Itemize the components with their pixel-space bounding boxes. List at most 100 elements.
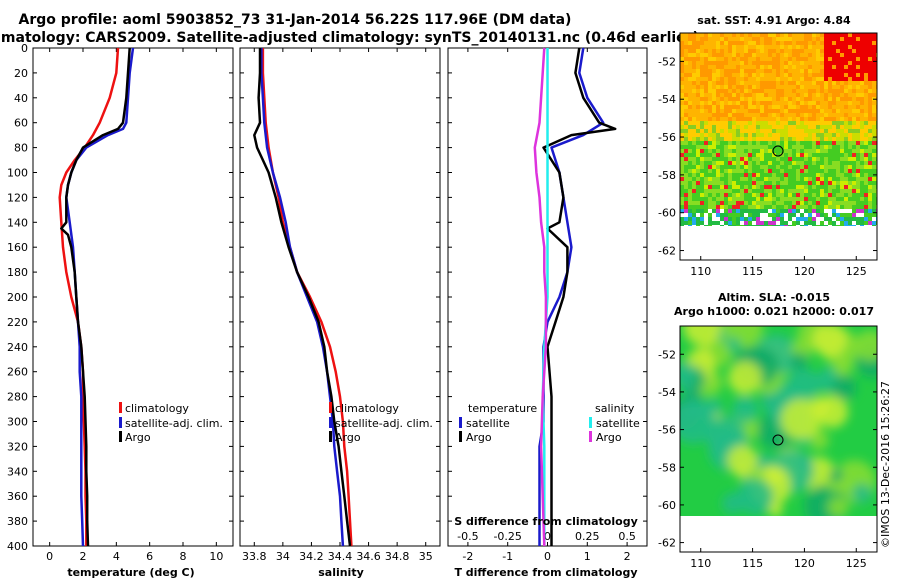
depth-tick-label: 0	[21, 42, 28, 55]
depth-tick-label: 360	[7, 490, 28, 503]
legend-swatch-t-argo	[459, 431, 462, 442]
legend-label-s-satellite: satellite	[596, 417, 640, 430]
sst-map-axes: 110 115 120 125 -52 -54 -56 -58 -60 -62	[658, 55, 877, 278]
temperature-panel-frame	[32, 47, 234, 547]
map-y-tick-label: -60	[658, 207, 676, 220]
legend-label-t-argo: Argo	[466, 431, 492, 444]
difference-legend-temperature: temperature satellite Argo	[459, 402, 537, 444]
series-line-climatology	[58, 47, 120, 546]
x-tick-label: 0	[544, 550, 551, 563]
map-x-tick-label: 125	[846, 557, 867, 570]
x-tick-label: 1	[584, 550, 591, 563]
sst-map-image	[680, 33, 877, 260]
map-y-tick-label: -60	[658, 499, 676, 512]
depth-tick-label: 320	[7, 440, 28, 453]
x-tick-label: 2	[624, 550, 631, 563]
series-line-satellite-adj-clim-	[260, 48, 345, 547]
legend-label-climatology: climatology	[335, 402, 399, 415]
imos-credit: ©IMOS 13-Dec-2016 15:26:27	[879, 381, 892, 548]
x-tick-label: 35	[419, 550, 433, 563]
salinity-xlabel: salinity	[318, 566, 364, 579]
temperature-xlabel: temperature (deg C)	[67, 566, 194, 579]
map-x-tick-label: 125	[846, 265, 867, 278]
x-tick-label: 10	[209, 550, 223, 563]
depth-tick-label: 380	[7, 515, 28, 528]
series-line-s-satellite	[541, 48, 549, 546]
x-tick-label: 0	[46, 550, 53, 563]
depth-tick-label: 60	[14, 117, 28, 130]
s-top-tick-label: -0.25	[493, 530, 521, 543]
series-line-satellite-adj-clim-	[65, 47, 135, 547]
depth-tick-label: 100	[7, 167, 28, 180]
map-x-tick-label: 120	[794, 265, 815, 278]
depth-tick-label: 120	[7, 191, 28, 204]
map-y-tick-label: -62	[658, 537, 676, 550]
legend-swatch-climatology	[329, 402, 332, 413]
map-y-tick-label: -52	[658, 348, 676, 361]
x-tick-label: 34.2	[299, 550, 324, 563]
s-difference-axis-label: S difference from climatology	[454, 515, 638, 528]
map-y-tick-label: -54	[658, 386, 676, 399]
argo-position-marker	[772, 434, 784, 446]
map-y-tick-label: -62	[658, 245, 676, 258]
depth-tick-label: 220	[7, 316, 28, 329]
series-line-argo	[60, 47, 131, 547]
figure-title-line2: Climatology: CARS2009. Satellite-adjuste…	[0, 30, 699, 46]
s-top-tick-label: -0.5	[457, 530, 478, 543]
map-x-tick-label: 110	[690, 265, 711, 278]
sla-map-frame	[679, 325, 878, 553]
x-tick-label: 4	[113, 550, 120, 563]
legend-label-t-satellite: satellite	[466, 417, 510, 430]
temperature-legend: climatology satellite-adj. clim. Argo	[119, 402, 223, 444]
map-y-tick-label: -52	[658, 55, 676, 68]
map-y-tick-label: -54	[658, 93, 676, 106]
legend-label-argo: Argo	[335, 431, 361, 444]
legend-swatch-climatology	[119, 402, 122, 413]
legend-label-climatology: climatology	[125, 402, 189, 415]
depth-tick-label: 80	[14, 142, 28, 155]
map-x-tick-label: 120	[794, 557, 815, 570]
sst-map-frame	[679, 32, 878, 261]
map-y-tick-label: -58	[658, 461, 676, 474]
x-tick-label: 34.4	[328, 550, 353, 563]
map-x-tick-label: 115	[742, 557, 763, 570]
sla-map-axes: 110 115 120 125 -52 -54 -56 -58 -60 -62	[658, 348, 877, 570]
temperature-panel-plot: 0 2 4 6 8 10	[46, 47, 223, 563]
series-line-t-argo	[542, 47, 617, 546]
sla-map-image	[680, 326, 877, 552]
s-top-tick-label: 0.5	[618, 530, 636, 543]
x-tick-label: 2	[80, 550, 87, 563]
legend-label-s-argo: Argo	[596, 431, 622, 444]
salinity-legend: climatology satellite-adj. clim. Argo	[329, 402, 433, 444]
x-tick-label: 34	[276, 550, 290, 563]
figure-title-line1: Argo profile: aoml 5903852_73 31-Jan-201…	[19, 12, 572, 28]
depth-tick-label: 280	[7, 391, 28, 404]
salinity-panel-frame	[239, 47, 441, 547]
map-x-tick-label: 110	[690, 557, 711, 570]
s-top-tick-label: 0	[544, 530, 551, 543]
sst-map-title: sat. SST: 4.91 Argo: 4.84	[697, 14, 851, 27]
x-tick-label: 34.6	[356, 550, 381, 563]
series-line-climatology	[261, 48, 353, 547]
depth-tick-label: 40	[14, 92, 28, 105]
difference-xlabel: T difference from climatology	[454, 566, 637, 579]
depth-tick-label: 200	[7, 291, 28, 304]
map-y-tick-label: -56	[658, 131, 676, 144]
legend-swatch-argo	[119, 431, 122, 442]
x-tick-label: 8	[180, 550, 187, 563]
sla-map-title-line1: Altim. SLA: -0.015	[718, 291, 830, 304]
depth-tick-label: 400	[7, 540, 28, 553]
depth-tick-label: 300	[7, 416, 28, 429]
depth-tick-label: 20	[14, 67, 28, 80]
legend-heading-temperature: temperature	[468, 402, 537, 415]
x-tick-label: -2	[462, 550, 473, 563]
legend-swatch-satellite-adj	[119, 417, 122, 428]
map-x-tick-label: 115	[742, 265, 763, 278]
depth-tick-label: 160	[7, 241, 28, 254]
legend-label-satellite-adj: satellite-adj. clim.	[335, 417, 433, 430]
difference-panel-plot: -2 -1 0 1 2 -0.5 -0.25 0 0.25 0.5	[457, 47, 636, 563]
difference-legend-salinity: salinity satellite Argo	[589, 402, 640, 444]
depth-tick-label: 240	[7, 341, 28, 354]
depth-tick-label: 340	[7, 465, 28, 478]
